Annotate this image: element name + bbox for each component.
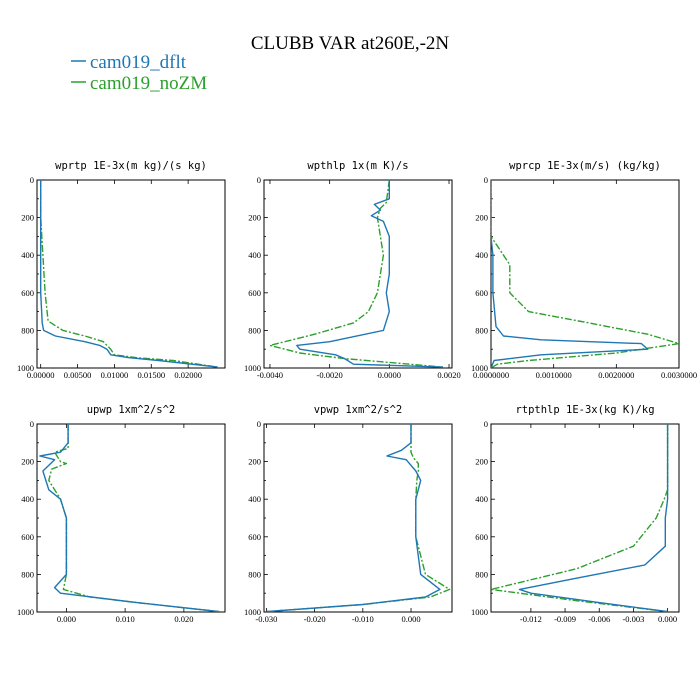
x-tick-label-wprcp: 0.0010000 [536, 370, 572, 380]
y-tick-label-wprcp: 800 [475, 325, 488, 335]
y-tick-label-vpwp: 400 [248, 494, 261, 504]
legend: cam019_dflt cam019_noZM [71, 52, 207, 94]
panel-title-wprcp: wprcp 1E-3x(m/s) (kg/kg) [509, 160, 661, 172]
x-tick-label-vpwp: -0.030 [255, 614, 277, 624]
x-tick-label-vpwp: -0.010 [352, 614, 374, 624]
y-tick-label-wprtp: 200 [21, 213, 34, 223]
panel-vpwp: vpwp 1xm^2/s^2 0 200 400 600 800 1000-0.030 -0.… [244, 404, 453, 624]
y-tick-label-wpthlp: 600 [248, 288, 261, 298]
legend-label-noZM: cam019_noZM [90, 73, 207, 94]
panel-rtpthlp: rtpthlp 1E-3x(kg K)/kg 0 200 400 600 800 1000 -… [471, 404, 680, 624]
y-tick-label-wprtp: 1000 [17, 363, 34, 373]
y-tick-label-wprcp: 1000 [471, 363, 488, 373]
y-tick-label-vpwp: 600 [248, 532, 261, 542]
y-tick-label-wprtp: 800 [21, 325, 34, 335]
figure-title: CLUBB VAR at260E,-2N [251, 33, 450, 54]
panel-title-wprtp: wprtp 1E-3x(m kg)/(s kg) [55, 160, 207, 172]
x-tick-label-wpthlp: -0.0040 [257, 370, 283, 380]
series-line-noZM-upwp [48, 424, 220, 612]
y-tick-label-wpthlp: 400 [248, 250, 261, 260]
x-tick-label-wprcp: 0.0000000 [473, 370, 509, 380]
x-tick-label-rtpthlp: 0.000 [658, 614, 677, 624]
y-tick-label-wprcp: 400 [475, 250, 488, 260]
y-tick-label-vpwp: 200 [248, 457, 261, 467]
panel-grid: wprtp 1E-3x(m kg)/(s kg) 0 200 400 600 800 100… [17, 160, 697, 624]
x-tick-label-upwp: 0.000 [57, 614, 76, 624]
plot-frame-wpthlp [263, 179, 453, 369]
y-tick-label-wprcp: 200 [475, 213, 488, 223]
series-line-noZM-rtpthlp [491, 424, 669, 612]
x-tick-label-wpthlp: 0.0020 [437, 370, 460, 380]
x-tick-label-upwp: 0.020 [174, 614, 193, 624]
plot-frame-upwp [36, 423, 226, 613]
legend-item-dflt: cam019_dflt [71, 52, 187, 73]
y-tick-label-vpwp: 0 [257, 419, 261, 429]
y-tick-label-rtpthlp: 600 [475, 532, 488, 542]
y-tick-label-vpwp: 800 [248, 569, 261, 579]
x-tick-label-upwp: 0.010 [116, 614, 135, 624]
y-tick-label-wprcp: 0 [484, 175, 488, 185]
series-line-dflt-wpthlp [296, 180, 444, 368]
y-tick-label-rtpthlp: 800 [475, 569, 488, 579]
series-line-noZM-wprtp [40, 180, 218, 368]
series-line-noZM-vpwp [266, 424, 451, 612]
y-tick-label-rtpthlp: 200 [475, 457, 488, 467]
y-tick-label-upwp: 400 [21, 494, 34, 504]
plot-frame-rtpthlp [490, 423, 680, 613]
y-tick-label-upwp: 200 [21, 457, 34, 467]
x-tick-label-vpwp: -0.020 [304, 614, 326, 624]
series-line-dflt-rtpthlp [518, 424, 669, 612]
series-line-noZM-wpthlp [269, 180, 444, 368]
series-line-noZM-wprcp [491, 180, 679, 368]
panel-title-rtpthlp: rtpthlp 1E-3x(kg K)/kg [515, 404, 654, 416]
plot-frame-wprtp [36, 179, 226, 369]
y-tick-label-upwp: 800 [21, 569, 34, 579]
y-tick-label-upwp: 600 [21, 532, 34, 542]
panel-title-upwp: upwp 1xm^2/s^2 [87, 404, 176, 416]
y-tick-label-wprtp: 0 [30, 175, 34, 185]
x-tick-label-rtpthlp: -0.009 [554, 614, 576, 624]
panel-wprcp: wprcp 1E-3x(m/s) (kg/kg) 0 200 400 600 800 100… [471, 160, 697, 380]
panel-title-wpthlp: wpthlp 1x(m K)/s [307, 160, 408, 172]
y-tick-label-rtpthlp: 0 [484, 419, 488, 429]
x-tick-label-wprtp: 0.02000 [174, 370, 202, 380]
legend-item-noZM: cam019_noZM [71, 73, 207, 94]
y-tick-label-rtpthlp: 1000 [471, 607, 488, 617]
y-tick-label-wprtp: 600 [21, 288, 34, 298]
x-tick-label-wprcp: 0.0020000 [598, 370, 634, 380]
x-tick-label-wprtp: 0.00000 [27, 370, 55, 380]
panel-wpthlp: wpthlp 1x(m K)/s 0 200 400 600 800 1000-0.0040… [244, 160, 461, 380]
x-tick-label-rtpthlp: -0.003 [622, 614, 644, 624]
series-line-dflt-wprcp [491, 180, 649, 368]
plot-frame-vpwp [263, 423, 453, 613]
y-tick-label-vpwp: 1000 [244, 607, 261, 617]
y-tick-label-rtpthlp: 400 [475, 494, 488, 504]
x-tick-label-wprtp: 0.01500 [137, 370, 165, 380]
panel-wprtp: wprtp 1E-3x(m kg)/(s kg) 0 200 400 600 800 100… [17, 160, 226, 380]
y-tick-label-wprtp: 400 [21, 250, 34, 260]
plot-frame-wprcp [490, 179, 680, 369]
series-line-dflt-upwp [39, 424, 220, 612]
series-line-dflt-vpwp [266, 424, 441, 612]
panel-upwp: upwp 1xm^2/s^2 0 200 400 600 800 1000 0.000 0.01… [17, 404, 226, 624]
x-tick-label-wpthlp: -0.0020 [317, 370, 343, 380]
y-tick-label-wpthlp: 800 [248, 325, 261, 335]
x-tick-label-wprtp: 0.00500 [64, 370, 92, 380]
panel-title-vpwp: vpwp 1xm^2/s^2 [314, 404, 403, 416]
x-tick-label-wprcp: 0.0030000 [661, 370, 697, 380]
y-tick-label-upwp: 0 [30, 419, 34, 429]
legend-label-dflt: cam019_dflt [90, 52, 187, 73]
x-tick-label-wprtp: 0.01000 [101, 370, 129, 380]
y-tick-label-wpthlp: 1000 [244, 363, 261, 373]
y-tick-label-wpthlp: 200 [248, 213, 261, 223]
x-tick-label-wpthlp: 0.0000 [378, 370, 401, 380]
x-tick-label-rtpthlp: -0.006 [588, 614, 610, 624]
y-tick-label-wprcp: 600 [475, 288, 488, 298]
y-tick-label-wpthlp: 0 [257, 175, 261, 185]
x-tick-label-vpwp: 0.000 [401, 614, 420, 624]
series-line-dflt-wprtp [40, 180, 218, 368]
y-tick-label-upwp: 1000 [17, 607, 34, 617]
x-tick-label-rtpthlp: -0.012 [520, 614, 542, 624]
